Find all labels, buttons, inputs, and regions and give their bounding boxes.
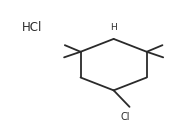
Text: H: H [110,23,117,32]
Text: HCl: HCl [22,21,42,34]
Text: Cl: Cl [120,112,129,122]
